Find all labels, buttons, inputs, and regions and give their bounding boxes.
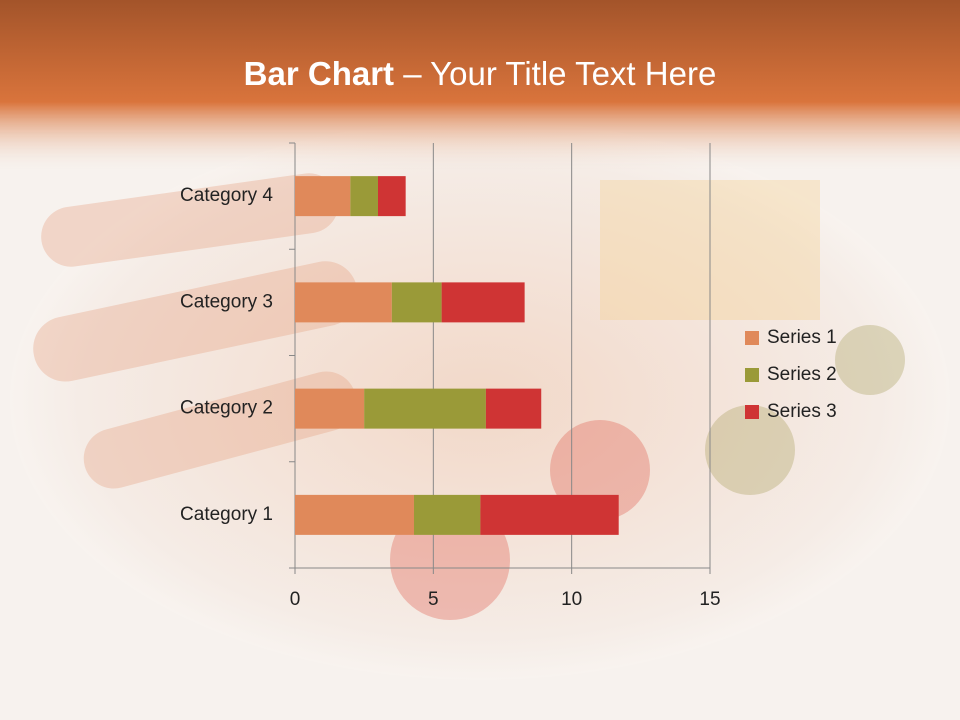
x-tick-label: 0 — [290, 589, 301, 610]
legend-label: Series 1 — [767, 327, 837, 348]
x-tick-label: 10 — [561, 589, 582, 610]
bar-segment — [295, 282, 392, 323]
legend-label: Series 3 — [767, 401, 837, 422]
bar-segment — [295, 388, 365, 429]
x-tick-label: 5 — [428, 589, 439, 610]
legend-label: Series 2 — [767, 364, 837, 385]
y-tick-label: Category 1 — [180, 504, 273, 525]
bar-segment — [295, 176, 351, 217]
bar-segment — [480, 494, 619, 535]
header-band — [0, 0, 960, 170]
bar-segment — [378, 176, 406, 217]
bar-segment — [350, 176, 378, 217]
legend-swatch — [745, 368, 759, 382]
bar-segment — [391, 282, 442, 323]
y-tick-label: Category 3 — [180, 291, 273, 312]
bar-segment — [413, 494, 481, 535]
title: Bar Chart – Your Title Text Here — [244, 55, 717, 92]
bar-segment — [364, 388, 486, 429]
bar-segment — [441, 282, 525, 323]
legend-swatch — [745, 405, 759, 419]
bar-segment — [295, 494, 414, 535]
y-tick-label: Category 4 — [180, 185, 273, 206]
bar-segment — [485, 388, 542, 429]
title-bold: Bar Chart — [244, 55, 394, 92]
food-decoration — [33, 173, 905, 620]
legend-swatch — [745, 331, 759, 345]
x-tick-label: 15 — [699, 589, 720, 610]
title-rest: – Your Title Text Here — [403, 55, 716, 92]
y-tick-label: Category 2 — [180, 398, 273, 419]
